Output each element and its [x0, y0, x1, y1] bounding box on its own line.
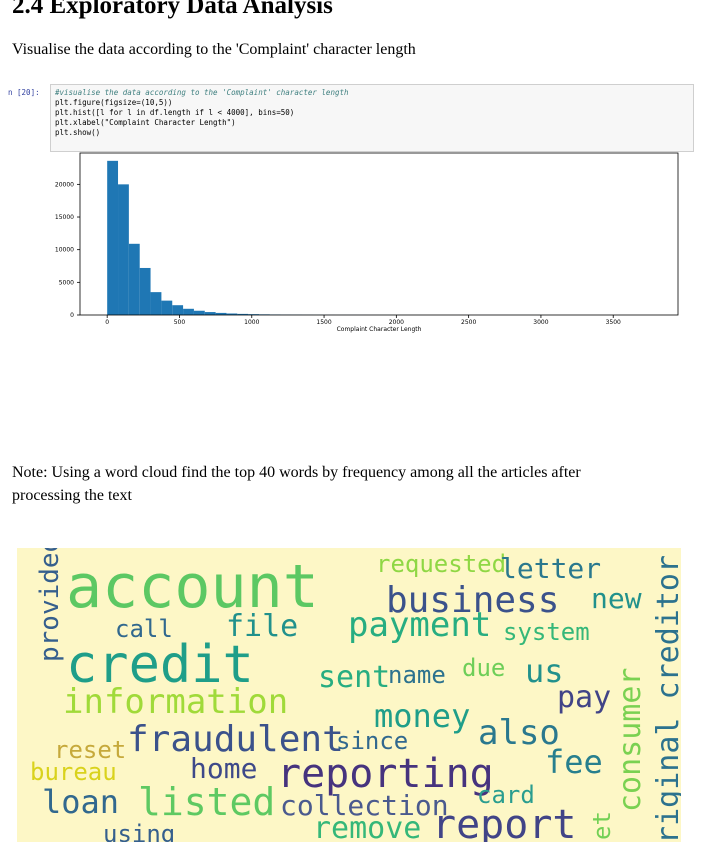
- paragraph: Note: Using a word cloud find the top 40…: [12, 464, 581, 504]
- word: home: [190, 752, 257, 785]
- word: collection: [280, 789, 449, 822]
- word: system: [503, 618, 590, 646]
- word: bureau: [30, 758, 117, 786]
- word: letter: [500, 552, 601, 585]
- word-cloud-bg: [17, 548, 681, 842]
- word: using: [103, 820, 175, 842]
- code-line: plt.figure(figsize=(10,5)): [55, 98, 173, 107]
- word: information: [63, 682, 288, 722]
- word: business: [386, 580, 559, 621]
- paragraph: Visualise the data according to the 'Com…: [12, 41, 416, 58]
- word: loan: [42, 783, 119, 821]
- word: report: [432, 802, 577, 842]
- word: original creditor: [651, 555, 686, 842]
- bar: [237, 313, 249, 315]
- y-tick-label: 0: [70, 312, 74, 319]
- bar: [215, 312, 227, 315]
- y-tick-label: 10000: [55, 247, 74, 254]
- word: file: [226, 609, 298, 644]
- x-tick-label: 1500: [316, 319, 331, 326]
- word: payment: [348, 605, 491, 645]
- x-tick-label: 1000: [244, 319, 259, 326]
- word-cloud: account requested letter business new pr…: [17, 537, 686, 842]
- code-line: plt.hist([l for l in df.length if l < 40…: [55, 108, 295, 117]
- word: fraudulent: [127, 719, 344, 760]
- word: since: [336, 727, 408, 755]
- bar: [204, 312, 216, 315]
- word: account: [66, 552, 319, 622]
- word: pay: [557, 680, 611, 715]
- bar: [193, 310, 205, 315]
- word: fee: [545, 743, 603, 781]
- x-tick-label: 2500: [461, 319, 476, 326]
- word: also: [478, 713, 560, 753]
- word: credit: [66, 635, 254, 695]
- word: consumer: [613, 668, 648, 813]
- word: reset: [54, 736, 126, 764]
- word: us: [525, 652, 564, 690]
- bar: [118, 184, 129, 315]
- word: new: [591, 582, 642, 615]
- word: money: [374, 697, 470, 735]
- bar: [128, 243, 140, 315]
- plot-frame: [79, 152, 679, 316]
- x-tick-label: 3500: [606, 319, 621, 326]
- x-tick-label: 0: [105, 319, 109, 326]
- word: remove: [313, 811, 421, 842]
- word: reporting: [277, 751, 494, 797]
- bar: [172, 305, 184, 315]
- prompt: n [20]:: [8, 88, 40, 97]
- bar: [150, 292, 162, 315]
- code-line: plt.show(): [55, 128, 101, 137]
- y-tick-label: 5000: [59, 279, 74, 286]
- word: provided: [35, 537, 65, 662]
- heading: 2.4 Exploratory Data Analysis: [12, 0, 333, 19]
- x-tick-label: 2000: [389, 319, 404, 326]
- x-axis-label: Complaint Character Length: [337, 326, 422, 333]
- bar: [226, 313, 238, 315]
- code-line: #visualise the data according to the 'Co…: [55, 88, 349, 97]
- y-tick-label: 20000: [55, 181, 74, 188]
- code-line: plt.xlabel("Complaint Character Length"): [55, 118, 236, 127]
- word: sent: [318, 660, 390, 695]
- bar: [107, 160, 119, 315]
- x-tick-label: 3000: [533, 319, 548, 326]
- bar: [139, 267, 151, 315]
- word: due: [462, 654, 505, 682]
- word: requested: [376, 550, 506, 578]
- code-box: #visualise the data according to the 'Co…: [50, 84, 694, 152]
- word: name: [388, 661, 446, 689]
- word: call: [115, 615, 173, 643]
- y-tick-label: 15000: [55, 214, 74, 221]
- bar: [248, 314, 259, 315]
- word: listed: [138, 780, 275, 824]
- bar: [161, 300, 173, 315]
- x-tick-label: 500: [174, 319, 186, 326]
- bar: [183, 308, 194, 315]
- word: et: [588, 811, 616, 840]
- word: card: [477, 781, 535, 809]
